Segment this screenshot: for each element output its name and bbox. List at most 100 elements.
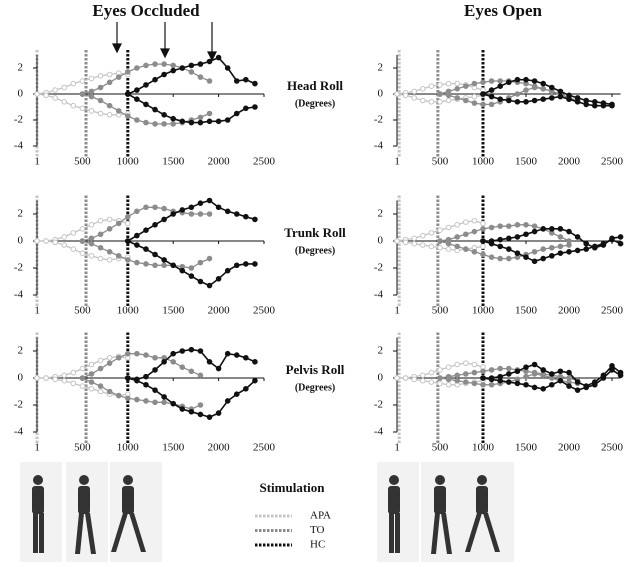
x-tick-label: 1 <box>34 156 40 168</box>
data-point <box>480 220 486 227</box>
data-point <box>531 97 538 104</box>
data-point <box>152 387 158 393</box>
data-point <box>134 396 140 403</box>
data-point <box>143 101 149 108</box>
data-point <box>540 226 547 232</box>
legend-title: Stimulation <box>259 480 325 495</box>
data-point <box>454 243 461 250</box>
data-point <box>252 104 258 110</box>
y-tick-label: 0 <box>18 235 24 247</box>
data-point <box>394 91 400 97</box>
data-point <box>600 375 607 381</box>
data-point <box>420 377 426 384</box>
data-point <box>70 102 77 109</box>
data-point <box>224 350 231 357</box>
x-tick-label: 2500 <box>601 156 624 168</box>
data-point <box>523 99 529 105</box>
data-point <box>79 375 86 381</box>
data-point <box>161 112 167 118</box>
data-point <box>437 82 443 88</box>
data-point <box>161 399 167 406</box>
data-point <box>514 99 521 105</box>
data-point <box>445 80 452 87</box>
y-tick-label: 0 <box>378 235 384 247</box>
data-point <box>497 243 504 250</box>
data-point <box>88 386 95 392</box>
data-point <box>583 246 590 252</box>
data-point <box>143 119 149 126</box>
data-point <box>106 257 113 263</box>
data-point <box>557 226 564 232</box>
data-point <box>79 91 86 97</box>
data-point <box>609 367 615 373</box>
data-point <box>188 346 195 353</box>
data-point <box>97 231 104 238</box>
data-point <box>233 391 240 398</box>
data-point <box>566 228 572 235</box>
data-point <box>428 369 435 376</box>
data-point <box>557 250 564 256</box>
data-point <box>125 213 131 220</box>
data-point <box>115 392 122 399</box>
data-point <box>531 228 538 235</box>
x-tick-label: 2000 <box>558 156 581 168</box>
data-point <box>152 367 158 373</box>
data-point <box>125 238 131 244</box>
data-point <box>531 384 538 391</box>
y-tick-label: 2 <box>378 208 384 220</box>
data-point <box>206 58 213 65</box>
data-point <box>497 96 504 102</box>
x-tick-label: 1000 <box>117 156 140 168</box>
row-unit: (Degrees) <box>295 245 335 256</box>
data-point <box>233 352 240 358</box>
data-point <box>411 88 418 95</box>
data-point <box>215 276 222 282</box>
x-tick-label: 2000 <box>558 305 581 317</box>
data-point <box>61 242 68 248</box>
data-point <box>583 240 590 247</box>
x-tick-label: 2500 <box>253 156 276 168</box>
data-point <box>411 95 418 101</box>
data-point <box>125 375 131 381</box>
data-point <box>197 74 204 80</box>
y-tick-label: -4 <box>374 140 384 152</box>
y-tick-label: 2 <box>378 62 384 74</box>
data-point <box>540 246 547 252</box>
data-point <box>188 211 195 217</box>
data-point <box>161 359 167 365</box>
x-tick-label: 1500 <box>162 156 185 168</box>
data-point <box>566 249 572 255</box>
data-point <box>411 376 418 383</box>
data-point <box>70 369 77 376</box>
row-label: Head Roll <box>287 78 343 93</box>
data-point <box>592 243 598 250</box>
data-point <box>514 250 521 256</box>
x-tick-label: 500 <box>74 305 91 317</box>
data-point <box>233 262 240 269</box>
data-point <box>566 96 572 102</box>
data-point <box>197 259 204 266</box>
data-point <box>188 69 195 75</box>
data-point <box>88 108 95 114</box>
data-point <box>197 411 204 418</box>
data-point <box>243 261 249 267</box>
x-tick-label: 1000 <box>472 156 495 168</box>
data-point <box>97 244 104 251</box>
data-point <box>52 87 58 93</box>
data-point <box>134 259 140 266</box>
data-point <box>206 282 213 289</box>
data-point <box>394 375 400 381</box>
data-point <box>531 371 538 377</box>
data-point <box>179 207 186 213</box>
data-point <box>125 350 131 357</box>
data-point <box>170 262 176 269</box>
data-point <box>523 87 529 93</box>
data-point <box>523 373 529 380</box>
data-point <box>514 368 521 375</box>
data-point <box>70 246 77 252</box>
data-point <box>540 372 547 379</box>
data-point <box>197 278 204 285</box>
data-point <box>463 360 469 366</box>
data-point <box>224 208 231 215</box>
data-point <box>488 224 495 231</box>
